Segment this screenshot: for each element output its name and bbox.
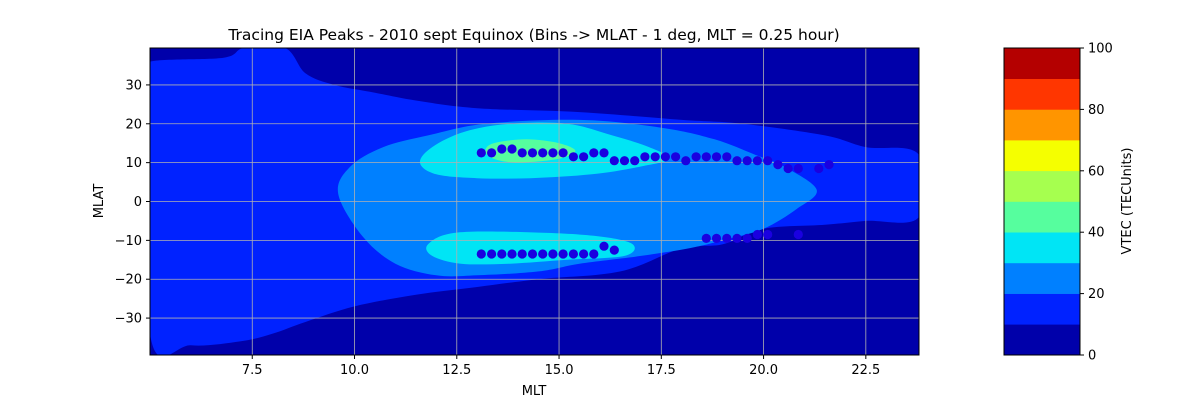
y-tick-label-4: 10	[125, 156, 142, 171]
colorbar-tick-label-3: 60	[1088, 164, 1105, 179]
x-tick-label-5: 20.0	[749, 363, 778, 378]
y-tick-label-6: 30	[125, 78, 142, 93]
peak-point-0-20	[681, 156, 691, 166]
peak-point-0-18	[660, 152, 671, 162]
grid-lines	[150, 48, 919, 355]
peak-point-0-7	[548, 148, 558, 158]
peak-point-0-15	[630, 156, 640, 166]
x-tick-label-4: 17.5	[647, 363, 676, 378]
chart-title: Tracing EIA Peaks - 2010 sept Equinox (B…	[227, 26, 839, 44]
colorbar-segment-4	[1004, 201, 1080, 233]
colorbar-segment-5	[1004, 170, 1080, 202]
peak-point-0-9	[568, 152, 579, 162]
peak-point-1-3	[507, 249, 517, 259]
colorbar-tick-label-2: 40	[1088, 226, 1105, 241]
y-tick-label-2: −10	[115, 234, 142, 249]
colorbar-segment-0	[1004, 324, 1080, 356]
peak-point-0-6	[538, 148, 548, 158]
peak-point-0-0	[476, 148, 486, 158]
x-tick-label-6: 22.5	[851, 363, 880, 378]
colorbar-frame	[1003, 47, 1081, 356]
colorbar-segment-6	[1004, 140, 1080, 172]
peak-point-1-8	[558, 249, 568, 259]
peak-point-1-10	[579, 249, 589, 259]
colorbar-tick-label-5: 100	[1088, 42, 1113, 57]
peak-markers	[476, 144, 834, 259]
y-axis-label: MLAT	[92, 184, 107, 219]
peak-point-1-21	[793, 229, 803, 240]
peak-point-0-11	[589, 148, 599, 158]
x-tick-label-0: 7.5	[242, 363, 263, 378]
colorbar	[1004, 48, 1080, 356]
peak-point-1-6	[538, 249, 548, 259]
x-axis-ticks: 7.5 10.0 12.5 15.0 17.5 20.0 22.5	[242, 355, 880, 378]
peak-point-1-19	[752, 229, 763, 240]
peak-point-1-11	[589, 249, 599, 259]
peak-point-0-3	[507, 144, 517, 154]
peak-point-1-12	[599, 241, 609, 251]
peak-point-1-18	[742, 233, 752, 243]
peak-point-1-2	[497, 249, 507, 259]
peak-point-1-4	[517, 249, 527, 259]
colorbar-tick-label-0: 0	[1088, 349, 1096, 364]
colorbar-segment-3	[1004, 232, 1080, 264]
colorbar-segment-1	[1004, 293, 1080, 325]
colorbar-segment-8	[1004, 78, 1080, 110]
peak-point-1-0	[476, 249, 486, 259]
peak-point-1-9	[568, 249, 579, 259]
colorbar-ticks: 0 20 40 60 80 100	[1080, 42, 1113, 364]
peak-point-1-15	[711, 233, 722, 243]
peak-point-1-5	[527, 249, 538, 259]
peak-point-0-30	[783, 163, 793, 174]
x-tick-label-2: 12.5	[442, 363, 471, 378]
peak-point-0-25	[732, 156, 742, 166]
y-tick-label-0: −30	[115, 312, 142, 327]
peak-point-1-13	[609, 245, 619, 255]
peak-point-0-13	[609, 156, 619, 166]
y-tick-label-5: 20	[125, 117, 142, 132]
peak-point-1-1	[487, 249, 497, 259]
peak-point-0-27	[752, 156, 763, 166]
colorbar-segment-2	[1004, 262, 1080, 294]
peak-point-0-19	[671, 152, 681, 162]
peak-point-0-26	[742, 156, 752, 166]
colorbar-tick-label-4: 80	[1088, 103, 1105, 118]
colorbar-label: VTEC (TECUnits)	[1120, 148, 1135, 255]
peak-point-0-21	[691, 152, 701, 162]
peak-point-0-33	[824, 160, 834, 170]
peak-point-0-8	[558, 148, 568, 158]
y-tick-label-1: −20	[115, 273, 142, 288]
peak-point-0-29	[773, 160, 783, 170]
peak-point-0-24	[722, 152, 732, 162]
colorbar-segment-9	[1004, 48, 1080, 79]
y-axis-ticks: −30 −20 −10 0 10 20 30	[115, 78, 150, 327]
peak-point-1-20	[763, 229, 773, 240]
peak-point-0-31	[793, 163, 803, 174]
peak-point-0-4	[517, 148, 527, 158]
peak-point-0-2	[497, 144, 507, 154]
peak-point-0-23	[711, 152, 722, 162]
peak-point-0-22	[701, 152, 711, 162]
peak-point-0-17	[650, 152, 660, 162]
x-tick-label-1: 10.0	[340, 363, 369, 378]
peak-point-0-10	[579, 152, 589, 162]
peak-point-1-17	[732, 233, 742, 243]
peak-point-1-16	[722, 233, 732, 243]
peak-point-0-1	[487, 148, 497, 158]
peak-point-0-14	[619, 156, 630, 166]
peak-point-1-14	[701, 233, 711, 243]
x-axis-label: MLT	[522, 384, 547, 399]
peak-point-0-28	[763, 156, 773, 166]
x-tick-label-3: 15.0	[545, 363, 574, 378]
colorbar-tick-label-1: 20	[1088, 287, 1105, 302]
peak-point-0-16	[640, 152, 650, 162]
peak-point-0-12	[599, 148, 609, 158]
y-tick-label-3: 0	[134, 195, 142, 210]
peak-point-0-5	[527, 148, 538, 158]
peak-point-1-7	[548, 249, 558, 259]
peak-point-0-32	[814, 163, 824, 174]
colorbar-segment-7	[1004, 109, 1080, 141]
